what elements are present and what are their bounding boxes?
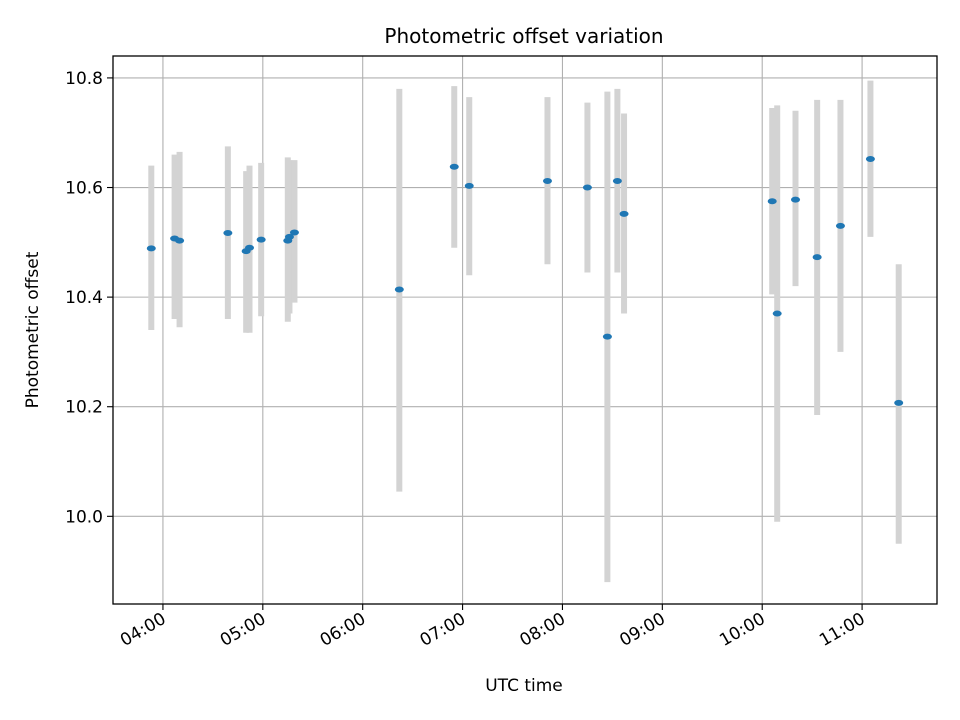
data-point (542, 177, 552, 184)
chart-title: Photometric offset variation (384, 24, 663, 48)
data-point (256, 236, 266, 243)
y-tick-label: 10.6 (65, 179, 103, 199)
y-tick-label: 10.4 (65, 288, 103, 308)
data-point (289, 229, 299, 236)
data-point (865, 156, 875, 163)
data-point (464, 182, 474, 189)
data-point (812, 254, 822, 261)
y-axis-title: Photometric offset (23, 251, 43, 408)
x-axis-title: UTC time (485, 676, 563, 696)
data-point (612, 177, 622, 184)
data-point (619, 210, 629, 217)
data-point (791, 196, 801, 203)
data-point (449, 163, 459, 170)
data-point (835, 222, 845, 229)
data-point (284, 233, 294, 240)
data-point (772, 310, 782, 317)
data-point (245, 244, 255, 251)
data-point (602, 333, 612, 340)
data-point (394, 286, 404, 293)
data-point (223, 230, 233, 237)
y-tick-label: 10.2 (65, 398, 103, 418)
data-point (146, 245, 156, 252)
point-layer (146, 156, 904, 406)
y-tick-label: 10.0 (65, 507, 103, 527)
grid-layer (113, 56, 937, 604)
y-tick-label: 10.8 (65, 69, 103, 89)
plot-frame (112, 55, 938, 605)
y-tick-layer: 10.0 10.2 10.4 10.6 10.8 (65, 69, 113, 527)
data-point (894, 399, 904, 406)
data-point (767, 198, 777, 205)
data-point (582, 184, 592, 191)
data-point (175, 237, 185, 244)
